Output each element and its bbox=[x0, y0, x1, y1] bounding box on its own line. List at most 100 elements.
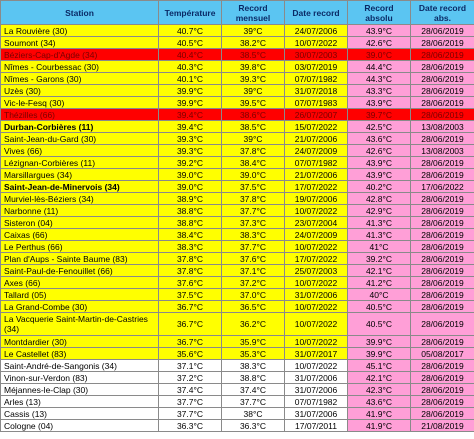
absolute-record-cell: 43.6°C bbox=[347, 132, 411, 145]
absolute-record-cell: 41.3°C bbox=[347, 228, 411, 241]
absolute-record-date-cell: 28/06/2019 bbox=[410, 132, 474, 145]
header-absolute-record[interactable]: Record absolu bbox=[347, 0, 411, 25]
monthly-record-cell: 37.7°C bbox=[221, 204, 285, 217]
station-cell: Durban-Corbières (11) bbox=[0, 120, 159, 133]
absolute-record-cell: 44.4°C bbox=[347, 60, 411, 73]
monthly-record-date-cell: 21/07/2006 bbox=[284, 132, 348, 145]
absolute-record-cell: 43.9°C bbox=[347, 168, 411, 181]
absolute-record-cell: 41.3°C bbox=[347, 216, 411, 229]
absolute-record-date-cell: 28/06/2019 bbox=[410, 156, 474, 169]
table-row: Uzès (30) 39.9°C 39°C 31/07/2018 43.3°C 28/06… bbox=[0, 84, 474, 97]
monthly-record-date-cell: 26/07/2007 bbox=[284, 108, 348, 121]
absolute-record-date-cell: 28/06/2019 bbox=[410, 72, 474, 85]
absolute-record-date-cell: 28/06/2019 bbox=[410, 108, 474, 121]
monthly-record-date-cell: 31/07/2018 bbox=[284, 84, 348, 97]
station-cell: Cologne (04) bbox=[0, 419, 159, 432]
table-row: Méjannes-le-Clap (30) 37.4°C 37.4°C 31/07/2… bbox=[0, 383, 474, 396]
header-temperature[interactable]: Température bbox=[158, 0, 222, 25]
table-row: Soumont (34) 40.5°C 38.2°C 10/07/2022 42.6°C… bbox=[0, 36, 474, 49]
temperature-cell: 37.2°C bbox=[158, 371, 222, 384]
station-cell: Saint-André-de-Sangonis (34) bbox=[0, 359, 159, 372]
header-absolute-record-date[interactable]: Date record abs. bbox=[410, 0, 474, 25]
monthly-record-cell: 39°C bbox=[221, 24, 285, 37]
absolute-record-cell: 43.3°C bbox=[347, 84, 411, 97]
monthly-record-date-cell: 10/07/2022 bbox=[284, 36, 348, 49]
monthly-record-date-cell: 17/07/2011 bbox=[284, 419, 348, 432]
absolute-record-cell: 39.9°C bbox=[347, 347, 411, 360]
absolute-record-cell: 42.6°C bbox=[347, 144, 411, 157]
monthly-record-cell: 38.5°C bbox=[221, 120, 285, 133]
monthly-record-cell: 38.6°C bbox=[221, 108, 285, 121]
temperature-cell: 39.9°C bbox=[158, 84, 222, 97]
monthly-record-date-cell: 25/07/2003 bbox=[284, 264, 348, 277]
monthly-record-date-cell: 10/07/2022 bbox=[284, 359, 348, 372]
monthly-record-cell: 37.6°C bbox=[221, 252, 285, 265]
monthly-record-date-cell: 10/07/2022 bbox=[284, 335, 348, 348]
table-row: Marsillargues (34) 39.0°C 39.0°C 21/07/2006… bbox=[0, 168, 474, 181]
table-row: Thézilles (66) 39.4°C 38.6°C 26/07/2007 39.7… bbox=[0, 108, 474, 121]
absolute-record-cell: 42.1°C bbox=[347, 371, 411, 384]
monthly-record-date-cell: 07/07/1983 bbox=[284, 96, 348, 109]
absolute-record-date-cell: 28/06/2019 bbox=[410, 276, 474, 289]
monthly-record-date-cell: 07/07/1982 bbox=[284, 156, 348, 169]
monthly-record-date-cell: 15/07/2022 bbox=[284, 120, 348, 133]
temperature-cell: 37.4°C bbox=[158, 383, 222, 396]
table-row: La Rouvière (30) 40.7°C 39°C 24/07/2006 43.9… bbox=[0, 24, 474, 37]
absolute-record-date-cell: 28/06/2019 bbox=[410, 48, 474, 61]
station-cell: Arles (13) bbox=[0, 395, 159, 408]
table-row: Nîmes - Courbessac (30) 40.3°C 39.8°C 03/07… bbox=[0, 60, 474, 73]
station-cell: Thézilles (66) bbox=[0, 108, 159, 121]
table-row: La Vacquerie Saint-Martin-de-Castries (3… bbox=[0, 312, 474, 336]
header-station[interactable]: Station bbox=[0, 0, 159, 25]
absolute-record-date-cell: 28/06/2019 bbox=[410, 395, 474, 408]
monthly-record-date-cell: 10/07/2022 bbox=[284, 240, 348, 253]
station-cell: Montdardier (30) bbox=[0, 335, 159, 348]
station-cell: Cassis (13) bbox=[0, 407, 159, 420]
absolute-record-date-cell: 28/06/2019 bbox=[410, 24, 474, 37]
absolute-record-date-cell: 28/06/2019 bbox=[410, 240, 474, 253]
absolute-record-date-cell: 28/06/2019 bbox=[410, 36, 474, 49]
temperature-cell: 38.8°C bbox=[158, 204, 222, 217]
absolute-record-date-cell: 28/06/2019 bbox=[410, 228, 474, 241]
monthly-record-cell: 37.1°C bbox=[221, 264, 285, 277]
monthly-record-cell: 37.3°C bbox=[221, 216, 285, 229]
monthly-record-cell: 37.4°C bbox=[221, 383, 285, 396]
absolute-record-cell: 42.9°C bbox=[347, 204, 411, 217]
absolute-record-cell: 42.5°C bbox=[347, 120, 411, 133]
temperature-cell: 39.4°C bbox=[158, 120, 222, 133]
monthly-record-date-cell: 24/07/2006 bbox=[284, 24, 348, 37]
station-cell: Vives (66) bbox=[0, 144, 159, 157]
header-record-date[interactable]: Date record bbox=[284, 0, 348, 25]
table-row: Cassis (13) 37.7°C 38°C 31/07/2006 41.9°C 28/… bbox=[0, 407, 474, 420]
absolute-record-date-cell: 28/06/2019 bbox=[410, 288, 474, 301]
absolute-record-cell: 41.9°C bbox=[347, 419, 411, 432]
absolute-record-date-cell: 28/06/2019 bbox=[410, 335, 474, 348]
station-cell: Lézignan-Corbières (11) bbox=[0, 156, 159, 169]
station-cell: Murviel-lès-Béziers (34) bbox=[0, 192, 159, 205]
absolute-record-cell: 43.6°C bbox=[347, 395, 411, 408]
temperature-cell: 39.0°C bbox=[158, 168, 222, 181]
monthly-record-cell: 35.3°C bbox=[221, 347, 285, 360]
absolute-record-date-cell: 28/06/2019 bbox=[410, 60, 474, 73]
temperature-cell: 40.3°C bbox=[158, 60, 222, 73]
absolute-record-date-cell: 28/06/2019 bbox=[410, 359, 474, 372]
temperature-cell: 39.3°C bbox=[158, 132, 222, 145]
temperature-cell: 38.8°C bbox=[158, 216, 222, 229]
station-cell: Le Perthus (66) bbox=[0, 240, 159, 253]
table-row: Sisteron (04) 38.8°C 37.3°C 23/07/2004 41.3°… bbox=[0, 216, 474, 229]
temperature-cell: 40.7°C bbox=[158, 24, 222, 37]
monthly-record-date-cell: 07/07/1982 bbox=[284, 72, 348, 85]
monthly-record-date-cell: 17/07/2022 bbox=[284, 252, 348, 265]
temperature-cell: 37.8°C bbox=[158, 264, 222, 277]
monthly-record-cell: 35.9°C bbox=[221, 335, 285, 348]
station-cell: Tallard (05) bbox=[0, 288, 159, 301]
header-monthly-record[interactable]: Record mensuel bbox=[221, 0, 285, 25]
temperature-cell: 40.4°C bbox=[158, 48, 222, 61]
monthly-record-cell: 37.7°C bbox=[221, 240, 285, 253]
monthly-record-date-cell: 10/07/2022 bbox=[284, 276, 348, 289]
header-row: Station Température Record mensuel Date … bbox=[0, 0, 474, 25]
monthly-record-cell: 36.2°C bbox=[221, 312, 285, 336]
table-row: Arles (13) 37.7°C 37.7°C 07/07/1982 43.6°C 28… bbox=[0, 395, 474, 408]
table-row: Tallard (05) 37.5°C 37.0°C 31/07/2006 40°C 28… bbox=[0, 288, 474, 301]
